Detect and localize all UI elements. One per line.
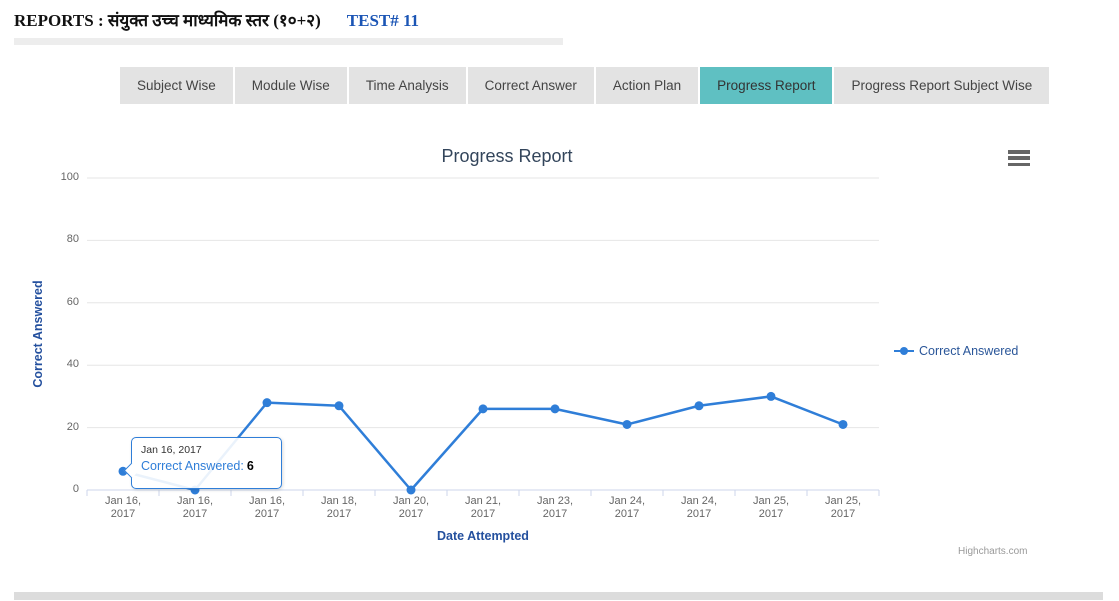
x-tick-label: Jan 23, 2017 <box>536 495 574 520</box>
tab-progress-report[interactable]: Progress Report <box>700 67 833 104</box>
data-point[interactable] <box>766 391 776 401</box>
x-tick-label: Jan 16, 2017 <box>104 495 142 520</box>
data-point[interactable] <box>406 485 416 495</box>
x-tick-label: Jan 18, 2017 <box>320 495 358 520</box>
credits-link[interactable]: Highcharts.com <box>958 546 1028 557</box>
x-tick-label: Jan 24, 2017 <box>680 495 718 520</box>
data-point[interactable] <box>478 404 488 414</box>
legend-item-correct-answered[interactable]: Correct Answered <box>894 344 1018 358</box>
x-tick-label: Jan 16, 2017 <box>176 495 214 520</box>
tab-progress-report-subject-wise[interactable]: Progress Report Subject Wise <box>834 67 1050 104</box>
y-axis-title: Correct Answered <box>31 280 45 388</box>
tooltip-series-label: Correct Answered: <box>141 459 244 473</box>
data-point[interactable] <box>838 419 848 429</box>
y-tick-label: 100 <box>60 171 79 183</box>
x-tick-label: Jan 21, 2017 <box>464 495 502 520</box>
y-tick-label: 40 <box>66 358 79 371</box>
y-tick-label: 80 <box>66 233 79 246</box>
y-tick-label: 60 <box>66 295 79 308</box>
chart-title: Progress Report <box>441 146 573 166</box>
x-tick-label: Jan 16, 2017 <box>248 495 286 520</box>
x-tick-label: Jan 25, 2017 <box>824 495 862 520</box>
bottom-scrollbar <box>14 592 1103 600</box>
test-number-link[interactable]: TEST# 11 <box>346 11 420 30</box>
tab-subject-wise[interactable]: Subject Wise <box>120 67 233 104</box>
legend-marker-icon <box>894 347 914 355</box>
data-point[interactable] <box>334 401 344 411</box>
x-tick-label: Jan 25, 2017 <box>752 495 790 520</box>
y-tick-label: 20 <box>66 420 79 433</box>
hamburger-menu-icon[interactable] <box>1008 150 1030 167</box>
report-header: REPORTS : संयुक्त उच्च माध्यमिक स्तर (१०… <box>14 8 419 31</box>
data-point[interactable] <box>550 404 560 414</box>
tab-action-plan[interactable]: Action Plan <box>595 67 699 104</box>
data-point[interactable] <box>262 398 272 408</box>
tab-module-wise[interactable]: Module Wise <box>234 67 347 104</box>
tab-correct-answer[interactable]: Correct Answer <box>467 67 594 104</box>
x-tick-label: Jan 24, 2017 <box>608 495 646 520</box>
tooltip-date: Jan 16, 2017 <box>141 444 202 456</box>
page-title: REPORTS : संयुक्त उच्च माध्यमिक स्तर (१०… <box>14 11 321 30</box>
tab-bar: Subject Wise Module Wise Time Analysis C… <box>120 67 1051 104</box>
y-tick-label: 0 <box>72 483 79 495</box>
x-axis-title: Date Attempted <box>437 529 529 543</box>
tab-time-analysis[interactable]: Time Analysis <box>348 67 466 104</box>
header-underline <box>14 38 563 45</box>
chart-tooltip: Jan 16, 2017 Correct Answered: 6 <box>123 437 282 489</box>
legend-label: Correct Answered <box>919 344 1019 358</box>
tooltip-value: 6 <box>246 459 254 473</box>
x-tick-label: Jan 20, 2017 <box>392 495 430 520</box>
data-point[interactable] <box>694 401 704 411</box>
data-point[interactable] <box>622 419 632 429</box>
